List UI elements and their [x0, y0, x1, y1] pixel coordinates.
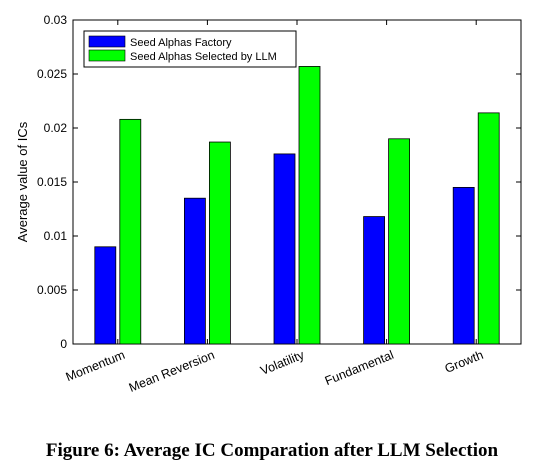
- x-tick-label: Growth: [443, 348, 486, 376]
- y-tick-label: 0.005: [37, 283, 67, 297]
- figure-caption: Figure 6: Average IC Comparation after L…: [45, 440, 499, 461]
- bar-factory: [273, 153, 296, 345]
- bar-factory: [94, 246, 117, 345]
- chart-canvas: 0 0.005 0.01 0.015 0.02 0.025 0.03 Average valu…: [15, 13, 522, 395]
- legend-label: Seed Alphas Factory: [130, 37, 232, 49]
- y-tick-label: 0.02: [44, 121, 68, 135]
- x-tick-label: Volatility: [258, 348, 306, 378]
- bar-llm: [298, 66, 321, 345]
- y-tick-label: 0.03: [44, 13, 68, 27]
- bar-llm: [388, 138, 411, 345]
- legend-label: Seed Alphas Selected by LLM: [130, 51, 277, 63]
- x-tick-label: Momentum: [64, 348, 127, 384]
- bar-factory: [183, 197, 206, 345]
- bar-factory: [363, 216, 386, 345]
- plot-frame: [72, 19, 522, 345]
- legend-swatch: [88, 49, 126, 62]
- bar-llm: [119, 118, 142, 345]
- y-tick-label: 0.025: [37, 67, 67, 81]
- bar-factory: [452, 186, 475, 345]
- x-tick-label: Mean Reversion: [127, 348, 217, 395]
- x-tick-label: Fundamental: [323, 348, 396, 388]
- y-axis-label: Average value of ICs: [15, 121, 30, 242]
- bar-llm: [208, 141, 231, 345]
- legend-swatch: [88, 35, 126, 48]
- bar-chart: 0 0.005 0.01 0.015 0.02 0.025 0.03 Average valu…: [15, 13, 522, 395]
- y-tick-label: 0: [60, 337, 67, 351]
- y-tick-label: 0.01: [44, 229, 68, 243]
- bar-llm: [477, 112, 500, 345]
- y-tick-label: 0.015: [37, 175, 67, 189]
